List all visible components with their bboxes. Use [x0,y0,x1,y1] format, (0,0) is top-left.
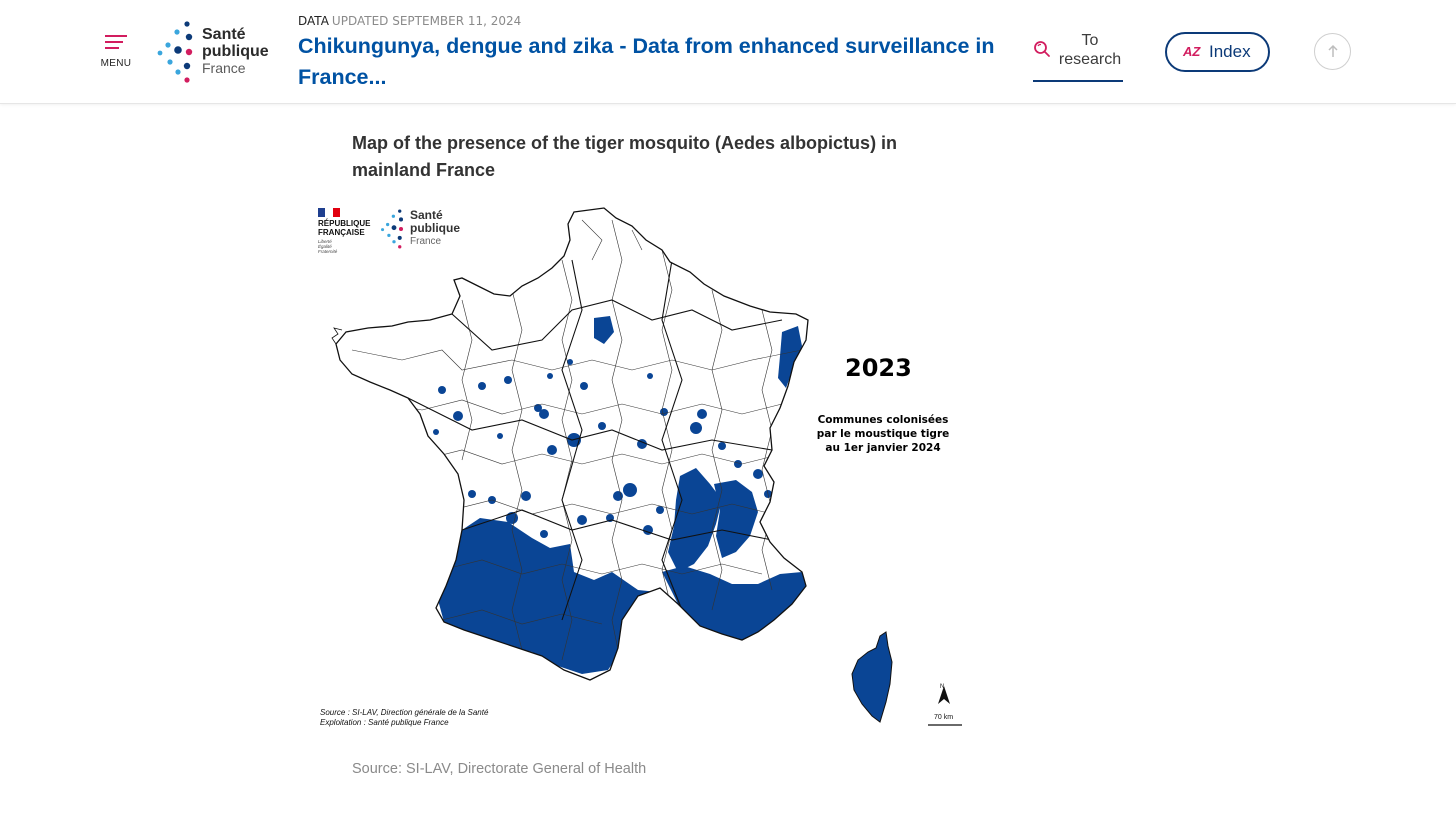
hamburger-icon [105,35,127,49]
mini-logo-line2: publique [410,221,460,235]
map-logos: RÉPUBLIQUE FRANÇAISE Liberté Égalité Fra… [318,206,468,256]
sante-publique-mini-logo: Santé publique France [380,206,470,254]
index-label: Index [1209,42,1251,61]
map-source-line2: Exploitation : Santé publique France [320,718,449,727]
arrow-up-icon [1328,44,1338,57]
search-icon [1034,41,1050,57]
logo-line2: publique [202,43,269,60]
scale-label: 70 km [934,714,954,721]
france-map [331,207,962,726]
motto-line1: Liberté [318,239,332,244]
map-year: 2023 [845,354,912,382]
republic-line1: RÉPUBLIQUE [318,219,371,228]
french-flag-icon [318,208,340,217]
dots-logo-icon [381,209,404,249]
updated-date: UPDATED SEPTEMBER 11, 2024 [331,14,522,28]
mini-logo-line1: Santé [410,208,443,222]
north-arrow-icon [938,686,950,704]
menu-label: MENU [100,58,132,69]
republique-francaise-logo: RÉPUBLIQUE FRANÇAISE Liberté Égalité Fra… [318,208,370,254]
dots-logo-icon [157,21,193,83]
index-button[interactable]: AZ Index [1165,32,1270,72]
map-source-line1: Source : SI-LAV, Direction générale de l… [320,708,489,717]
map-scale: N 70 km [926,682,966,726]
site-logo[interactable]: Santé publique France [156,20,272,84]
menu-button[interactable]: MENU [98,32,134,72]
map-legend: Communes colonisées par le moustique tig… [808,413,958,455]
content-type: DATA [298,14,329,28]
breadcrumb: DATA UPDATED SEPTEMBER 11, 2024 [298,14,521,28]
back-to-top-button[interactable] [1314,33,1351,70]
figure-title: Map of the presence of the tiger mosquit… [352,133,898,180]
legend-line1: Communes colonisées [817,414,949,426]
page-title: Chikungunya, dengue and zika - Data from… [298,34,995,89]
search-label: To research [1058,32,1122,68]
legend-line2: par le moustique tigre [816,428,950,440]
az-icon: AZ [1183,44,1201,59]
search-button[interactable]: To research [1033,30,1123,82]
mini-logo-line3: France [410,236,442,247]
site-header: MENU Santé publique France DATA UPDATED S… [0,0,1456,104]
motto-line3: Fraternité [318,249,338,254]
logo-line3: France [202,60,246,76]
republic-line2: FRANÇAISE [318,228,365,237]
map-source: Source : SI-LAV, Direction générale de l… [320,708,488,728]
legend-line3: au 1er janvier 2024 [825,442,941,454]
mosquito-map-figure: RÉPUBLIQUE FRANÇAISE Liberté Égalité Fra… [312,200,967,735]
motto-line2: Égalité [318,244,332,249]
logo-line1: Santé [202,26,246,43]
figure-caption: Source: SI-LAV, Directorate General of H… [352,761,647,777]
north-label: N [940,684,945,690]
